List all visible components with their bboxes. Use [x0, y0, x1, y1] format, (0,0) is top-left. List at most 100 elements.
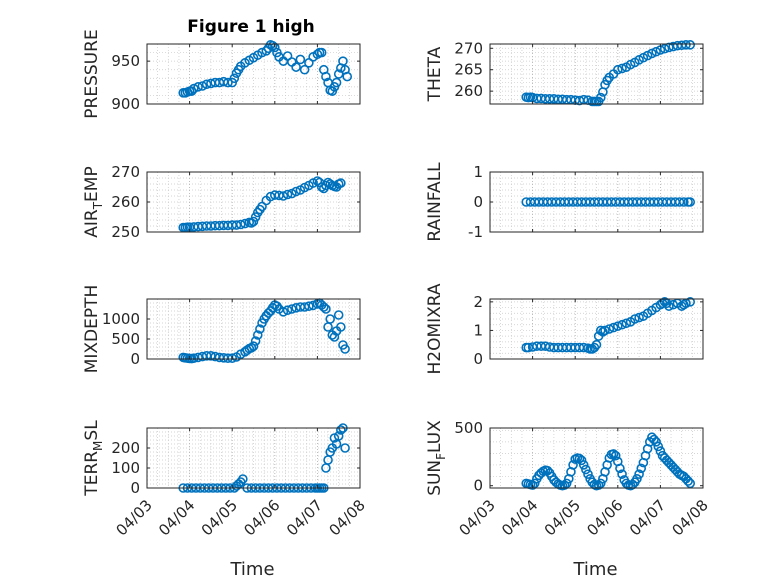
subplot-rainfall: -1 0 1 RAINFALL — [425, 162, 704, 242]
x-tick-label: 04/05 — [198, 496, 241, 539]
data-point — [664, 42, 674, 53]
data-point — [621, 318, 632, 329]
data-point — [595, 92, 606, 103]
data-point — [295, 54, 306, 65]
data-series — [178, 298, 350, 364]
data-point — [197, 81, 208, 91]
figure-title: Figure 1 high — [187, 17, 315, 37]
data-point — [630, 314, 640, 324]
data-point — [647, 48, 657, 59]
x-tick-label: 04/04 — [498, 496, 541, 539]
data-point — [291, 62, 301, 72]
data-point — [576, 455, 587, 466]
y-axis-label-rest: EMP — [82, 166, 102, 202]
subplot-pressure: 900 950 PRESSURE — [82, 29, 361, 119]
y-tick-label: 0 — [473, 477, 483, 495]
data-point — [201, 79, 212, 90]
subplot-theta: 260 265 270 THETA — [425, 39, 704, 107]
y-axis-label-main: TERR — [82, 451, 102, 497]
data-point — [287, 304, 297, 314]
x-axis-label: Time — [572, 559, 617, 580]
data-point — [634, 469, 644, 479]
data-point — [223, 77, 233, 88]
y-axis-label: H2OMIXRA — [425, 283, 445, 374]
axes-box — [146, 298, 361, 360]
data-point — [282, 189, 293, 200]
data-point — [340, 344, 350, 354]
data-point — [610, 450, 621, 461]
data-point — [604, 324, 615, 334]
data-point — [186, 86, 197, 96]
data-point — [299, 64, 310, 75]
data-point — [340, 443, 350, 453]
grid — [146, 427, 361, 489]
axes-box — [146, 427, 361, 489]
data-point — [591, 339, 602, 350]
data-point — [238, 474, 248, 484]
data-point — [632, 473, 642, 484]
data-point — [252, 330, 263, 340]
data-point — [316, 47, 327, 58]
y-tick-label: 0 — [473, 350, 483, 368]
data-point — [685, 40, 696, 50]
data-point — [333, 310, 344, 320]
data-point — [685, 478, 696, 489]
grid — [146, 298, 361, 360]
subplot-sun_flux: 0 500 04/03 04/04 04/05 04/06 04/07 04/08 Time SU… — [425, 419, 712, 580]
axes-box — [489, 298, 704, 360]
data-point — [189, 83, 199, 94]
grid — [489, 428, 704, 489]
data-series — [178, 176, 346, 233]
x-tick-label: 04/07 — [283, 496, 326, 539]
axes-box — [489, 427, 704, 489]
data-point — [659, 43, 670, 54]
y-tick-label: 900 — [111, 95, 140, 113]
data-point — [683, 476, 693, 486]
data-point — [336, 178, 346, 188]
y-tick-label: 500 — [111, 330, 140, 348]
y-tick-label: 500 — [454, 419, 483, 437]
x-axis-label: Time — [229, 559, 274, 580]
y-tick-label: 0 — [130, 350, 140, 368]
subplot-terr_msl: 0 100 200 04/03 04/04 04/05 04/06 04/07 04/08 Tim… — [82, 420, 369, 580]
data-point — [651, 46, 661, 57]
data-point — [329, 332, 340, 342]
y-tick-label: 270 — [454, 39, 483, 57]
x-tick-label: 04/03 — [456, 496, 499, 539]
data-point — [649, 434, 659, 445]
data-point — [617, 63, 627, 74]
y-axis-label-main: SUN — [425, 460, 445, 496]
y-tick-label: 2 — [473, 293, 483, 311]
data-point — [333, 69, 344, 79]
data-point — [664, 301, 674, 311]
data-point — [338, 56, 348, 66]
y-axis-label: TERRMSL — [82, 420, 105, 497]
y-tick-label: 200 — [111, 439, 140, 457]
axes-box — [489, 43, 704, 105]
data-point — [608, 449, 619, 459]
data-point — [312, 49, 323, 60]
y-axis-label-main: AIR — [82, 209, 102, 238]
data-point — [559, 480, 570, 490]
y-axis-label-subscript: T — [91, 201, 105, 210]
y-axis-label: MIXDEPTH — [82, 285, 102, 374]
data-point — [269, 42, 280, 53]
data-point — [321, 71, 331, 82]
data-point — [600, 325, 610, 336]
y-axis-label-subscript: F — [434, 453, 448, 460]
x-tick-label: 04/03 — [113, 496, 156, 539]
data-point — [331, 77, 342, 88]
data-point — [651, 437, 661, 447]
data-point — [336, 425, 346, 435]
subplot-air_temp: 250 260 270 AIRTEMP — [82, 163, 361, 241]
data-point — [653, 441, 664, 452]
data-point — [291, 186, 301, 197]
data-point — [583, 469, 593, 479]
data-point — [568, 460, 578, 470]
data-point — [278, 191, 289, 201]
x-tick-label: 04/05 — [541, 496, 584, 539]
data-point — [634, 312, 644, 323]
x-tick-label: 04/04 — [155, 496, 198, 539]
data-point — [578, 460, 589, 470]
